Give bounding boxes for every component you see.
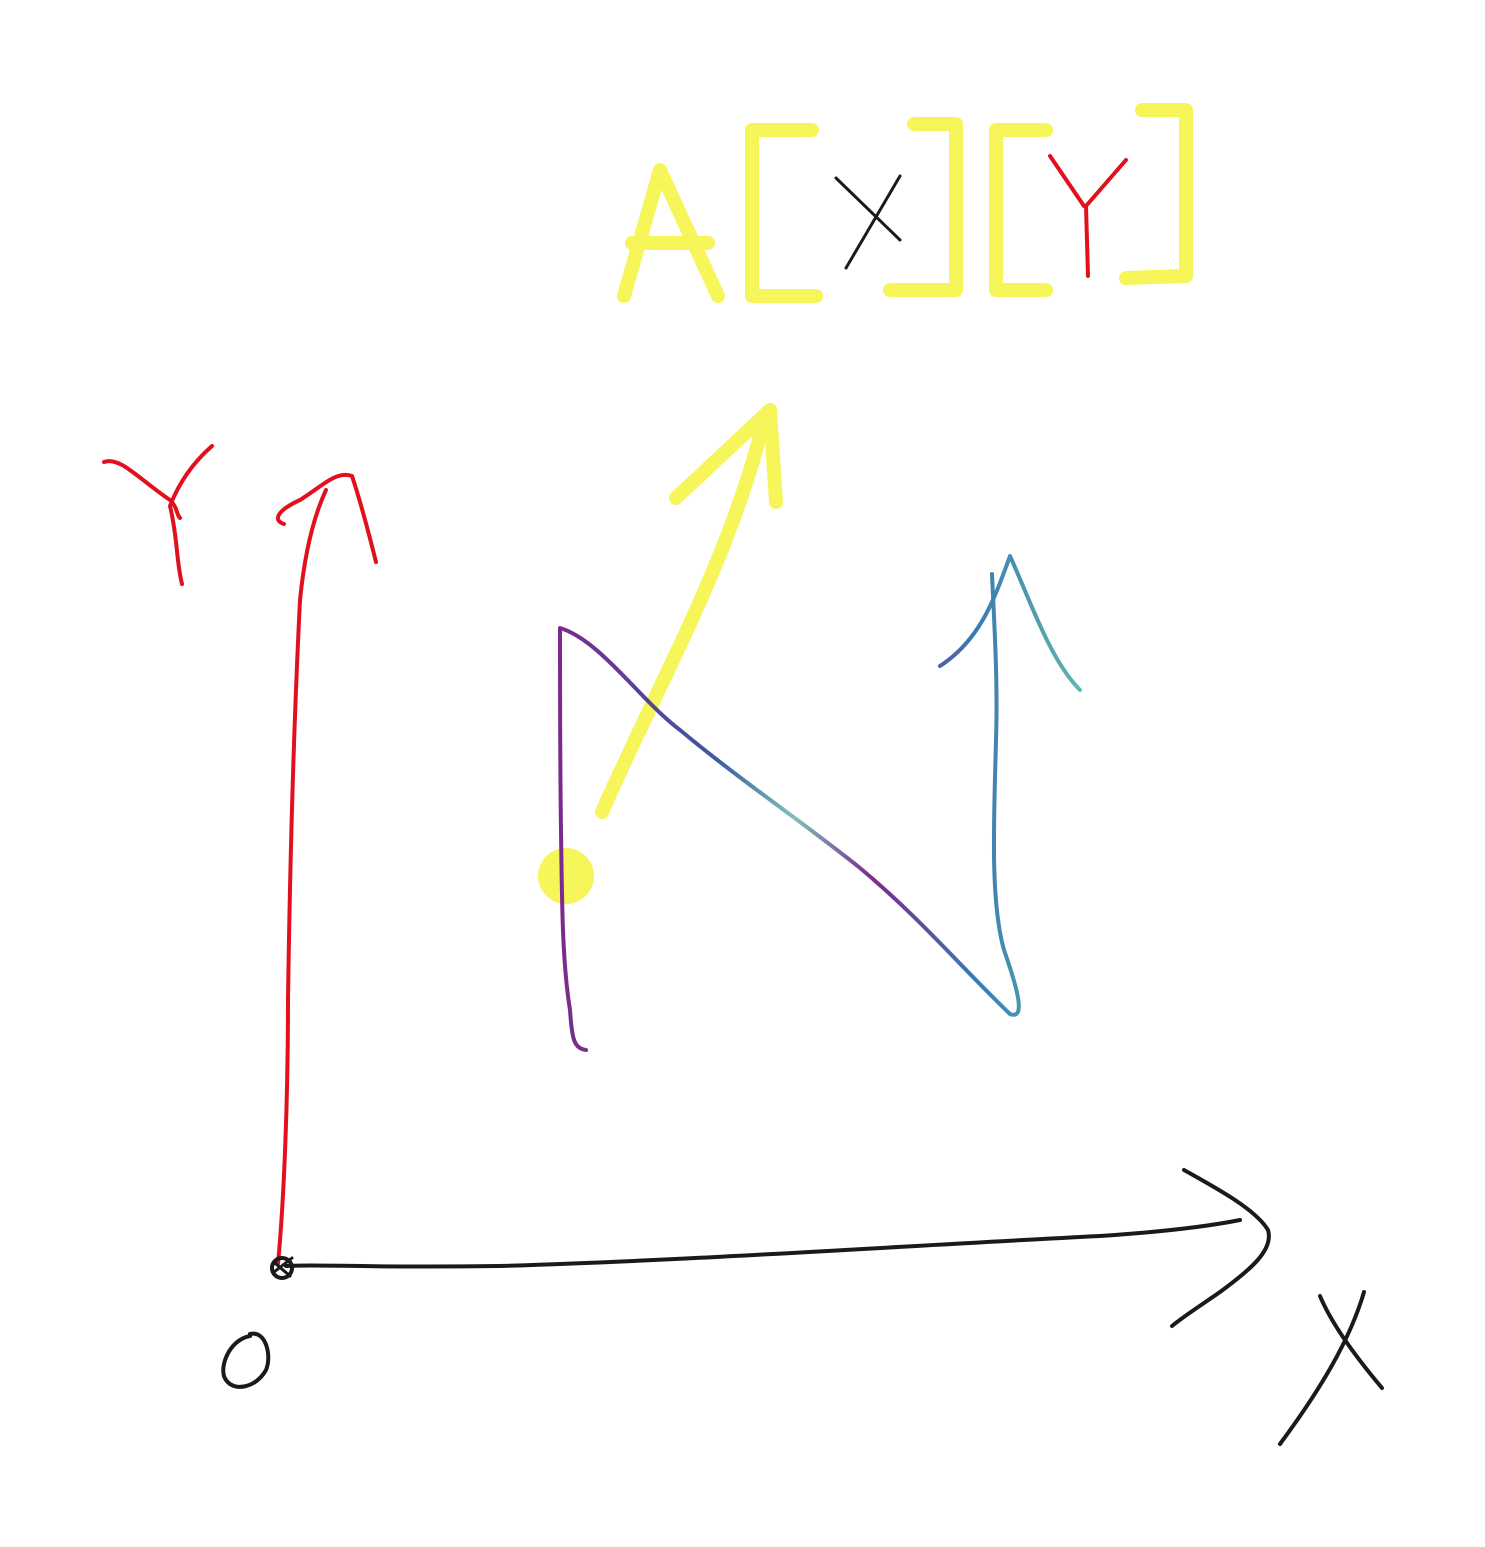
title-group: [617, 103, 1193, 303]
y-axis-group: [102, 444, 378, 1266]
highlight-arrow-shaft: [595, 413, 771, 819]
x-axis-label-shape: [1278, 1290, 1384, 1446]
traversal-path-group: [558, 554, 1082, 1052]
origin-label-shape: [221, 1331, 271, 1389]
title-index-y-shape: [1048, 154, 1128, 278]
x-axis-group: [284, 1168, 1384, 1446]
title-letter-a: [617, 163, 725, 303]
highlight-arrow-group: [538, 403, 783, 904]
traversal-path: [558, 572, 1021, 1052]
highlight-dot: [538, 848, 594, 904]
highlight-arrow-head: [669, 403, 783, 509]
x-axis-arrow-head: [1170, 1168, 1271, 1328]
y-axis-arrow-head: [276, 472, 378, 564]
origin-group: [221, 1256, 294, 1389]
origin-point-scribble: [272, 1256, 294, 1278]
x-axis-line: [284, 1218, 1242, 1269]
title-bracket-open-1-shape: [745, 123, 823, 303]
y-axis-line: [276, 488, 328, 1266]
title-index-x-shape: [834, 174, 902, 270]
title-bracket-close-2-shape: [1119, 103, 1193, 285]
title-bracket-close-1-shape: [883, 117, 963, 297]
origin-point: [270, 1256, 294, 1280]
y-axis-label-shape: [102, 444, 214, 586]
traversal-arrow-head: [938, 554, 1082, 692]
title-bracket-open-2-shape: [989, 123, 1053, 297]
